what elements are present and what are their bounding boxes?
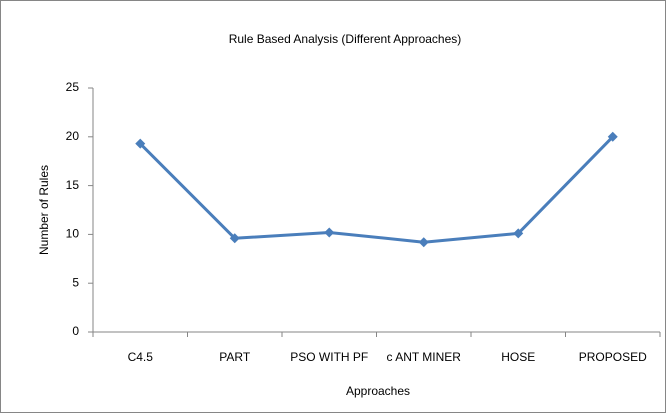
- y-tick-label: 15: [66, 178, 80, 192]
- point-marker: [229, 233, 240, 244]
- y-tick-label: 25: [66, 80, 80, 94]
- y-tick-label: 0: [72, 324, 79, 338]
- point-marker: [607, 131, 618, 142]
- point-marker: [513, 228, 524, 239]
- x-tick-label: PSO WITH PF: [290, 350, 368, 364]
- series-line: [139, 135, 614, 244]
- chart-title: Rule Based Analysis (Different Approache…: [229, 32, 462, 46]
- y-tick-label: 10: [66, 227, 80, 241]
- x-tick-label: C4.5: [128, 350, 154, 364]
- point-marker: [324, 227, 335, 238]
- y-axis-label: Number of Rules: [37, 165, 51, 255]
- x-tick-label: c ANT MINER: [387, 350, 462, 364]
- point-marker: [418, 237, 429, 248]
- point-marker: [135, 138, 146, 149]
- y-tick-label: 5: [72, 275, 79, 289]
- x-axis-label: Approaches: [346, 384, 410, 398]
- y-tick-label: 20: [66, 129, 80, 143]
- x-tick-label: PROPOSED: [579, 350, 647, 364]
- x-tick-label: HOSE: [501, 350, 535, 364]
- x-tick-label: PART: [219, 350, 251, 364]
